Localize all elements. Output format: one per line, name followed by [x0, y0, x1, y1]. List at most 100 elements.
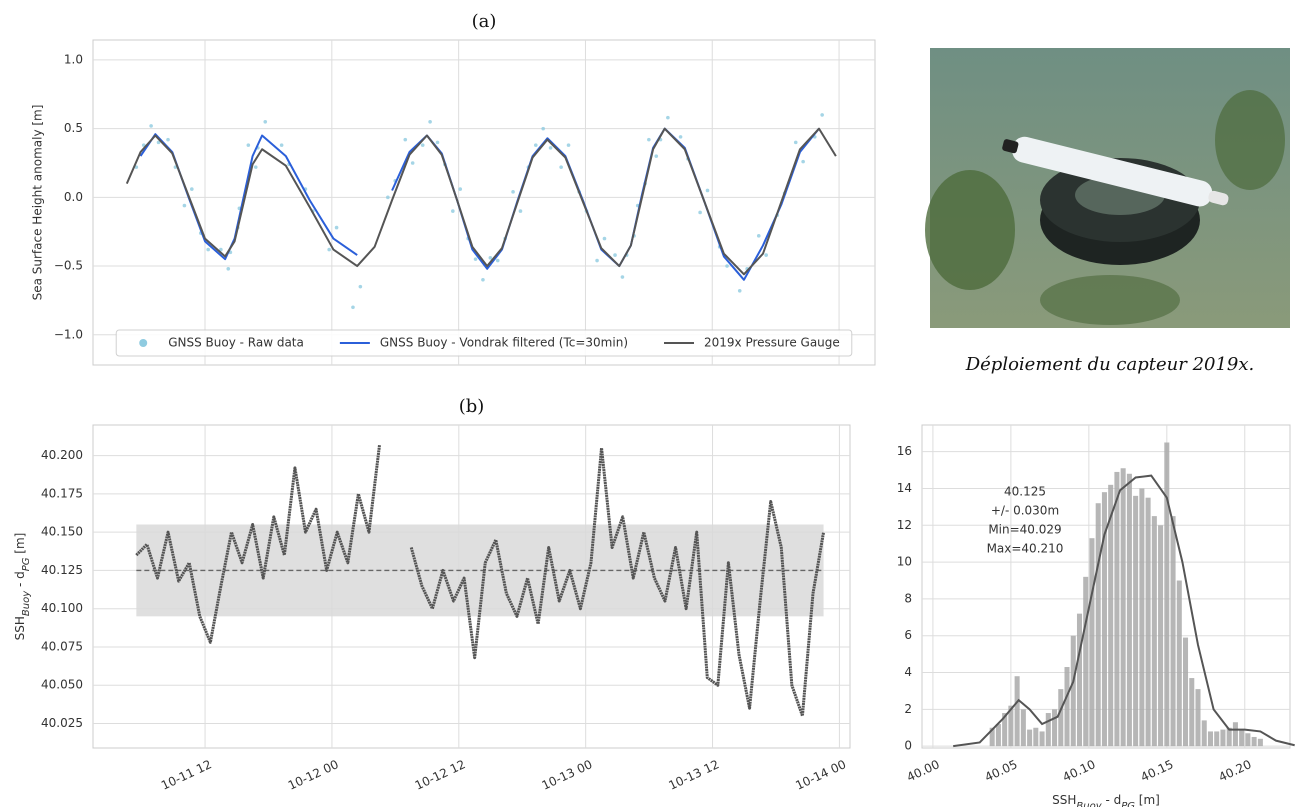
scatter-point	[533, 143, 538, 147]
scatter-point	[613, 253, 617, 257]
x-axis-label: SSHBuoy - dPG [m]	[1052, 793, 1160, 807]
seaweed	[1215, 90, 1285, 190]
y-tick-label: 40.025	[41, 716, 83, 730]
annotation: 40.125	[1004, 485, 1046, 499]
scatter-point	[351, 305, 355, 310]
hist-bar	[1201, 720, 1207, 747]
hist-bar	[1064, 667, 1070, 747]
scatter-point	[737, 288, 742, 293]
hist-bar	[1083, 576, 1089, 747]
legend-label: GNSS Buoy - Raw data	[168, 336, 304, 350]
hist-bar	[1251, 736, 1257, 747]
photo	[925, 48, 1290, 328]
y-axis-label-part: SSH	[13, 616, 27, 640]
photo-caption: Déploiement du capteur 2019x.	[965, 354, 1255, 375]
y-axis-label-part: [m]	[13, 533, 27, 558]
hist-bar	[1089, 538, 1095, 747]
scatter-point	[435, 140, 440, 145]
x-tick-label: 10-12 00	[286, 757, 341, 792]
y-tick-label: 12	[897, 518, 912, 532]
y-tick-label: 16	[897, 444, 912, 458]
x-tick-label: 40.05	[983, 757, 1020, 784]
hist-bar	[989, 727, 995, 747]
scatter-point	[793, 140, 798, 145]
hist-bar	[1232, 722, 1238, 747]
scatter-point	[263, 119, 268, 124]
x-tick-label: 40.15	[1139, 757, 1176, 784]
hist-bar	[1027, 729, 1033, 747]
kde-line	[953, 474, 1295, 748]
legend-item: GNSS Buoy - Vondrak filtered (Tc=30min)	[339, 336, 628, 350]
x-axis-label-part: - d	[1102, 793, 1122, 807]
annotation: Min=40.029	[988, 523, 1061, 537]
hist-bar	[1195, 689, 1201, 747]
hist-bar	[1008, 705, 1014, 747]
scatter-point	[654, 154, 659, 158]
scatter-point	[725, 264, 729, 268]
scatter-point	[428, 119, 432, 124]
x-tick-label: 40.20	[1216, 757, 1253, 784]
scatter-point	[190, 187, 194, 191]
hist-bar	[1120, 468, 1126, 747]
x-axis-label-part: [m]	[1135, 793, 1160, 807]
y-axis-label-part: - d	[13, 571, 27, 591]
scatter-point	[403, 137, 408, 142]
scatter-point	[458, 187, 463, 191]
scatter-point	[246, 143, 251, 147]
hist-bar	[1176, 580, 1182, 747]
hist-bar	[1207, 731, 1213, 747]
x-tick-label: 10-13 12	[666, 757, 721, 792]
x-tick-label: 10-11 12	[159, 757, 214, 792]
hist-bar	[1183, 637, 1189, 747]
scatter-point	[559, 165, 563, 169]
series-line	[125, 127, 837, 276]
sensor-tube	[1012, 136, 1213, 207]
hist-bar	[1220, 729, 1226, 747]
scatter-point	[358, 284, 363, 289]
scatter-point	[541, 126, 545, 131]
scatter-point	[511, 190, 515, 194]
legend-label: 2019x Pressure Gauge	[704, 336, 840, 350]
annotation: +/- 0.030m	[991, 504, 1059, 518]
y-tick-label: 1.0	[64, 52, 83, 66]
scatter-point	[334, 225, 339, 230]
y-tick-label: 40.125	[41, 563, 83, 577]
plot-area	[92, 39, 876, 366]
scatter-point	[488, 256, 493, 260]
scatter-point	[206, 247, 210, 252]
chart-title: (b)	[459, 396, 485, 417]
hist-bar	[1239, 729, 1245, 747]
scatter-point	[764, 253, 768, 257]
y-tick-label: 40.200	[41, 448, 83, 462]
scatter-point	[518, 209, 523, 213]
y-tick-label: −0.5	[54, 259, 83, 273]
scatter-point	[678, 135, 683, 139]
x-axis-label-part: Buoy	[1076, 801, 1102, 807]
scatter-point	[327, 247, 331, 252]
y-tick-label: 8	[904, 591, 912, 605]
scatter-point	[820, 113, 824, 117]
legend-label: GNSS Buoy - Vondrak filtered (Tc=30min)	[380, 336, 628, 350]
scatter-point	[801, 159, 805, 164]
legend-marker	[139, 339, 148, 347]
annotation: Max=40.210	[987, 542, 1064, 556]
scatter-point	[226, 267, 231, 271]
y-axis-label: Sea Surface Height anomaly [m]	[31, 105, 45, 301]
hist-bar	[1126, 473, 1132, 747]
y-tick-label: 14	[897, 481, 912, 495]
y-tick-label: 0	[904, 739, 912, 753]
sensor-cap	[1208, 190, 1229, 206]
data-line	[135, 444, 826, 718]
scatter-point	[647, 137, 651, 142]
y-tick-label: 40.050	[41, 678, 83, 692]
scatter-point	[602, 236, 607, 241]
hist-bar	[1058, 689, 1064, 747]
sensor	[1002, 136, 1229, 207]
hist-bar	[1095, 503, 1101, 747]
x-tick-label: 40.00	[905, 757, 942, 784]
scatter-point	[756, 234, 761, 238]
scatter-point	[548, 146, 553, 150]
hist-bar	[1101, 492, 1107, 747]
seaweed	[1040, 275, 1180, 325]
